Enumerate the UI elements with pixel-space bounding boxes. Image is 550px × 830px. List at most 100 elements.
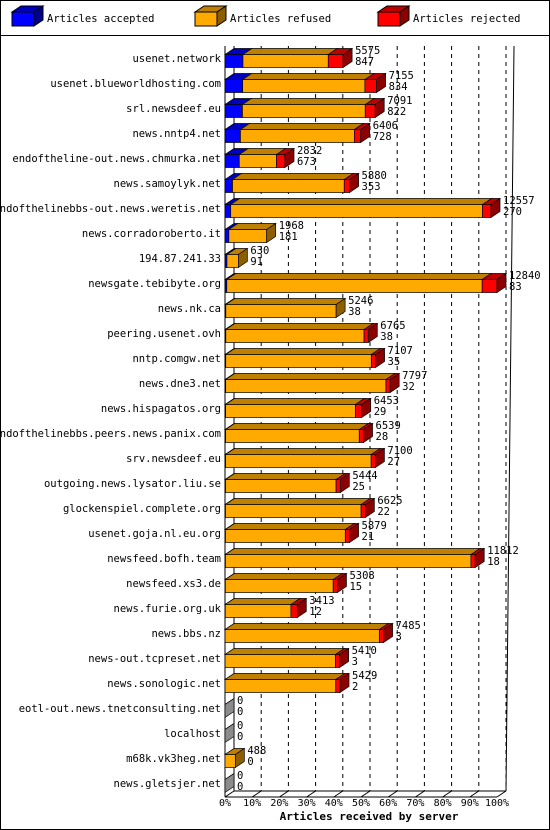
accepted-label: 32 [402,381,415,393]
bar-segment [364,104,376,118]
bar-side [474,547,485,569]
accepted-label: 673 [297,156,316,168]
bar-segment [240,129,355,143]
category-label: news.bbs.nz [151,628,221,640]
accepted-label: 2 [352,681,358,693]
bar-top [241,98,376,105]
bar-side [224,772,235,794]
legend-swatch [194,11,218,27]
bar-segment [343,179,350,193]
bar-segment [335,679,341,693]
bar-side [363,422,373,444]
bar-segment [354,404,363,418]
category-label: news.corradoroberto.it [82,228,221,240]
x-tick [387,790,398,798]
bar-side [389,372,400,394]
bar-side [237,247,248,269]
accepted-label: 0 [237,731,243,743]
accepted-label: 3 [396,631,402,643]
total-label: 3413 [309,595,334,607]
bar-top [224,498,372,505]
bar-side [360,122,371,144]
x-tick-label: 60% [379,798,397,809]
category-label: peering.usenet.ovh [107,328,221,340]
accepted-label: 3 [352,656,358,668]
bar-segment [242,104,366,118]
accepted-label: 38 [348,306,361,318]
bar-segment [470,554,476,568]
x-tick-label: 20% [270,798,288,809]
bar-segment [224,79,244,93]
x-tick [415,790,425,798]
bar-top [223,648,346,655]
category-label: srv.newsdeef.eu [126,453,221,465]
bar-top [231,173,355,180]
category-label: glockenspiel.complete.org [63,503,221,515]
accepted-label: 18 [487,556,500,568]
bar-segment [290,604,298,618]
accepted-label: 834 [389,81,408,93]
x-tick-label: 80% [434,798,452,809]
accepted-label: 181 [279,231,298,243]
category-label: srl.newsdeef.eu [126,103,221,115]
bar-top [229,198,493,205]
bar-top [224,523,356,530]
total-label: 5575 [355,45,380,57]
accepted-label: 12 [309,606,322,618]
bar-segment [378,629,384,643]
total-label: 6539 [376,420,401,432]
bar-segment [224,604,292,618]
x-tick-label: 90% [461,798,479,809]
accepted-label: 28 [376,431,389,443]
bar-side [296,597,307,619]
total-label: 11812 [487,545,519,557]
bar-segment [370,354,376,368]
bar-segment [225,429,360,443]
bar-side [342,47,353,69]
category-label: endoftheline-out.news.chmurka.net [12,153,221,165]
bar-side [375,347,385,369]
category-label: usenet.network [132,53,221,65]
bar-top [224,598,302,605]
bar-top [241,73,376,80]
accepted-label: 0 [237,706,243,718]
total-label: 630 [250,245,269,257]
bar-segment [335,479,341,493]
bar-side [361,397,372,419]
bar-segment [225,479,337,493]
x-tick [496,790,507,798]
total-label: 5879 [362,520,387,532]
accepted-label: 29 [374,406,387,418]
legend-label: Articles accepted [47,13,154,25]
category-label: outgoing.news.lysator.liu.se [44,478,221,490]
total-label: 5246 [348,295,373,307]
total-label: 0 [237,770,243,782]
accepted-label: 35 [388,356,401,368]
bar-top [239,123,365,130]
bar-top [223,623,390,630]
legend-label: Articles refused [230,13,331,25]
bar-side [339,472,350,494]
bar-top [224,373,397,380]
bar-side [490,197,501,219]
bar-segment [335,654,340,668]
category-label: news.dne3.net [139,378,221,390]
total-label: 7155 [389,70,414,82]
bar-segment [327,54,344,68]
total-label: 6765 [380,320,405,332]
bar-top [225,273,493,280]
x-tick [360,790,371,798]
x-tick-label: 40% [325,798,343,809]
x-tick-label: 100% [485,798,509,809]
x-tick-label: 0% [219,798,231,809]
bar-top [224,323,375,330]
accepted-label: 38 [380,331,393,343]
category-label: m68k.vk3heg.net [126,753,221,765]
bar-segment [238,154,277,168]
category-label: news.nntp4.net [132,128,221,140]
total-label: 5444 [352,470,377,482]
bar-segment [224,104,243,118]
bar-top [241,48,339,55]
accepted-label: 22 [377,506,390,518]
total-label: 488 [247,745,266,757]
